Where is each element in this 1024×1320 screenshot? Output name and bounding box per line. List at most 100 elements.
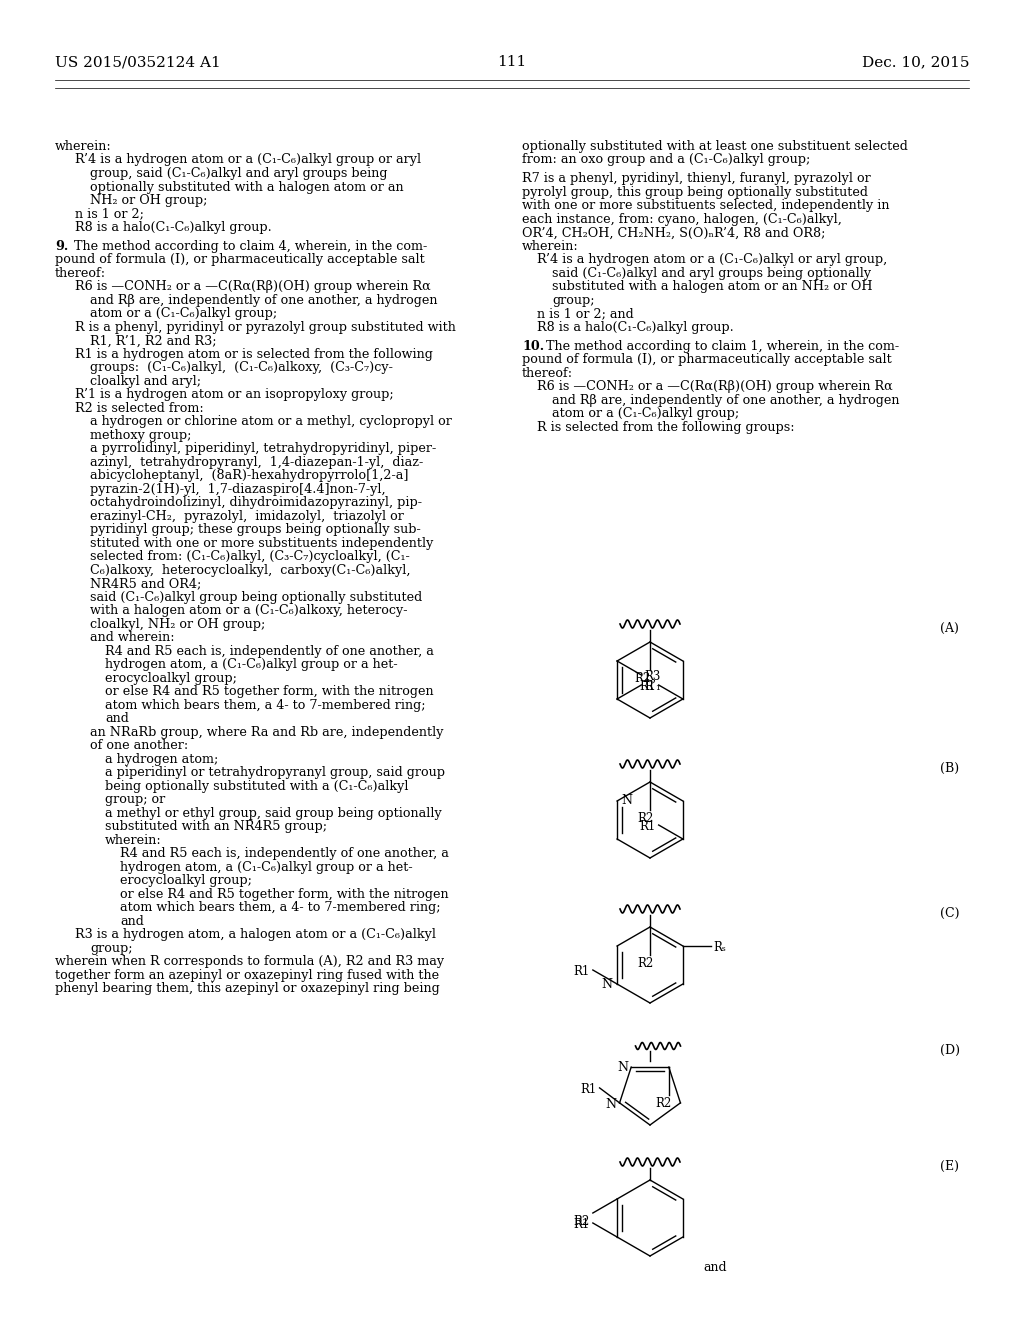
Text: R3: R3 xyxy=(644,671,660,682)
Text: atom which bears them, a 4- to 7-membered ring;: atom which bears them, a 4- to 7-membere… xyxy=(120,902,440,915)
Text: a methyl or ethyl group, said group being optionally: a methyl or ethyl group, said group bein… xyxy=(105,807,441,820)
Text: (E): (E) xyxy=(940,1160,959,1173)
Text: methoxy group;: methoxy group; xyxy=(90,429,191,442)
Text: R’4 is a hydrogen atom or a (C₁-C₆)alkyl group or aryl: R’4 is a hydrogen atom or a (C₁-C₆)alkyl… xyxy=(75,153,421,166)
Text: atom or a (C₁-C₆)alkyl group;: atom or a (C₁-C₆)alkyl group; xyxy=(90,308,278,321)
Text: (D): (D) xyxy=(940,1044,961,1057)
Text: cloalkyl and aryl;: cloalkyl and aryl; xyxy=(90,375,201,388)
Text: octahydroindolizinyl, dihydroimidazopyrazinyl, pip-: octahydroindolizinyl, dihydroimidazopyra… xyxy=(90,496,422,510)
Text: optionally substituted with a halogen atom or an: optionally substituted with a halogen at… xyxy=(90,181,403,194)
Text: groups:  (C₁-C₆)alkyl,  (C₁-C₆)alkoxy,  (C₃-C₇)cy-: groups: (C₁-C₆)alkyl, (C₁-C₆)alkoxy, (C₃… xyxy=(90,362,393,375)
Text: substituted with a halogen atom or an NH₂ or OH: substituted with a halogen atom or an NH… xyxy=(552,280,872,293)
Text: and: and xyxy=(120,915,144,928)
Text: with a halogen atom or a (C₁-C₆)alkoxy, heterocy-: with a halogen atom or a (C₁-C₆)alkoxy, … xyxy=(90,605,408,618)
Text: 111: 111 xyxy=(498,55,526,69)
Text: (A): (A) xyxy=(940,622,958,635)
Text: R’1 is a hydrogen atom or an isopropyloxy group;: R’1 is a hydrogen atom or an isopropylox… xyxy=(75,388,393,401)
Text: R6 is —CONH₂ or a —C(Rα(Rβ)(OH) group wherein Rα: R6 is —CONH₂ or a —C(Rα(Rβ)(OH) group wh… xyxy=(75,280,431,293)
Text: R2: R2 xyxy=(573,1214,590,1228)
Text: NR4R5 and OR4;: NR4R5 and OR4; xyxy=(90,577,202,590)
Text: R2 is selected from:: R2 is selected from: xyxy=(75,401,204,414)
Text: N: N xyxy=(601,978,612,990)
Text: R1 is a hydrogen atom or is selected from the following: R1 is a hydrogen atom or is selected fro… xyxy=(75,348,433,360)
Text: thereof:: thereof: xyxy=(522,367,573,380)
Text: selected from: (C₁-C₆)alkyl, (C₃-C₇)cycloalkyl, (C₁-: selected from: (C₁-C₆)alkyl, (C₃-C₇)cycl… xyxy=(90,550,410,564)
Text: US 2015/0352124 A1: US 2015/0352124 A1 xyxy=(55,55,221,69)
Text: (B): (B) xyxy=(940,762,959,775)
Text: together form an azepinyl or oxazepinyl ring fused with the: together form an azepinyl or oxazepinyl … xyxy=(55,969,439,982)
Text: R1: R1 xyxy=(639,820,655,833)
Text: and: and xyxy=(105,713,129,726)
Text: R4 and R5 each is, independently of one another, a: R4 and R5 each is, independently of one … xyxy=(120,847,449,861)
Text: phenyl bearing them, this azepinyl or oxazepinyl ring being: phenyl bearing them, this azepinyl or ox… xyxy=(55,982,439,995)
Text: R4 and R5 each is, independently of one another, a: R4 and R5 each is, independently of one … xyxy=(105,645,434,657)
Text: hydrogen atom, a (C₁-C₆)alkyl group or a het-: hydrogen atom, a (C₁-C₆)alkyl group or a… xyxy=(120,861,413,874)
Text: R1: R1 xyxy=(573,965,590,978)
Text: group;: group; xyxy=(90,942,132,954)
Text: N: N xyxy=(605,1098,616,1111)
Text: R8 is a halo(C₁-C₆)alkyl group.: R8 is a halo(C₁-C₆)alkyl group. xyxy=(75,220,271,234)
Text: R6 is —CONH₂ or a —C(Rα(Rβ)(OH) group wherein Rα: R6 is —CONH₂ or a —C(Rα(Rβ)(OH) group wh… xyxy=(537,380,893,393)
Text: azinyl,  tetrahydropyranyl,  1,4-diazepan-1-yl,  diaz-: azinyl, tetrahydropyranyl, 1,4-diazepan-… xyxy=(90,455,423,469)
Text: Dec. 10, 2015: Dec. 10, 2015 xyxy=(861,55,969,69)
Text: R1, R’1, R2 and R3;: R1, R’1, R2 and R3; xyxy=(90,334,216,347)
Text: from: an oxo group and a (C₁-C₆)alkyl group;: from: an oxo group and a (C₁-C₆)alkyl gr… xyxy=(522,153,810,166)
Text: erazinyl-CH₂,  pyrazolyl,  imidazolyl,  triazolyl or: erazinyl-CH₂, pyrazolyl, imidazolyl, tri… xyxy=(90,510,403,523)
Text: and: and xyxy=(703,1261,727,1274)
Text: R is selected from the following groups:: R is selected from the following groups: xyxy=(537,421,795,434)
Text: group, said (C₁-C₆)alkyl and aryl groups being: group, said (C₁-C₆)alkyl and aryl groups… xyxy=(90,168,387,180)
Text: group;: group; xyxy=(552,294,595,308)
Text: R2: R2 xyxy=(634,672,650,685)
Text: The method according to claim 1, wherein, in the com-: The method according to claim 1, wherein… xyxy=(542,339,899,352)
Text: and Rβ are, independently of one another, a hydrogen: and Rβ are, independently of one another… xyxy=(90,294,437,308)
Text: wherein:: wherein: xyxy=(55,140,112,153)
Text: N: N xyxy=(622,795,632,808)
Text: R8 is a halo(C₁-C₆)alkyl group.: R8 is a halo(C₁-C₆)alkyl group. xyxy=(537,321,734,334)
Text: pyridinyl group; these groups being optionally sub-: pyridinyl group; these groups being opti… xyxy=(90,524,421,536)
Text: a pyrrolidinyl, piperidinyl, tetrahydropyridinyl, piper-: a pyrrolidinyl, piperidinyl, tetrahydrop… xyxy=(90,442,436,455)
Text: erocycloalkyl group;: erocycloalkyl group; xyxy=(105,672,237,685)
Text: N: N xyxy=(617,1060,628,1073)
Text: pound of formula (I), or pharmaceutically acceptable salt: pound of formula (I), or pharmaceuticall… xyxy=(522,354,892,366)
Text: NH₂ or OH group;: NH₂ or OH group; xyxy=(90,194,208,207)
Text: said (C₁-C₆)alkyl group being optionally substituted: said (C₁-C₆)alkyl group being optionally… xyxy=(90,591,422,605)
Text: R is a phenyl, pyridinyl or pyrazolyl group substituted with: R is a phenyl, pyridinyl or pyrazolyl gr… xyxy=(75,321,456,334)
Text: n is 1 or 2; and: n is 1 or 2; and xyxy=(537,308,634,321)
Text: R2: R2 xyxy=(655,1097,672,1110)
Text: each instance, from: cyano, halogen, (C₁-C₆)alkyl,: each instance, from: cyano, halogen, (C₁… xyxy=(522,213,842,226)
Text: with one or more substituents selected, independently in: with one or more substituents selected, … xyxy=(522,199,890,213)
Text: hydrogen atom, a (C₁-C₆)alkyl group or a het-: hydrogen atom, a (C₁-C₆)alkyl group or a… xyxy=(105,659,397,672)
Text: R1: R1 xyxy=(581,1082,597,1096)
Text: wherein:: wherein: xyxy=(105,834,162,847)
Text: wherein when R corresponds to formula (A), R2 and R3 may: wherein when R corresponds to formula (A… xyxy=(55,956,444,969)
Text: substituted with an NR4R5 group;: substituted with an NR4R5 group; xyxy=(105,821,327,833)
Text: R’4 is a hydrogen atom or a (C₁-C₆)alkyl or aryl group,: R’4 is a hydrogen atom or a (C₁-C₆)alkyl… xyxy=(537,253,887,267)
Text: a hydrogen atom;: a hydrogen atom; xyxy=(105,752,218,766)
Text: OR’4, CH₂OH, CH₂NH₂, S(O)ₙR’4, R8 and OR8;: OR’4, CH₂OH, CH₂NH₂, S(O)ₙR’4, R8 and OR… xyxy=(522,227,825,239)
Text: pyrazin-2(1H)-yl,  1,7-diazaspiro[4.4]non-7-yl,: pyrazin-2(1H)-yl, 1,7-diazaspiro[4.4]non… xyxy=(90,483,386,496)
Text: pyrolyl group, this group being optionally substituted: pyrolyl group, this group being optional… xyxy=(522,186,868,199)
Text: R1: R1 xyxy=(573,1218,590,1232)
Text: The method according to claim 4, wherein, in the com-: The method according to claim 4, wherein… xyxy=(70,240,427,253)
Text: pound of formula (I), or pharmaceutically acceptable salt: pound of formula (I), or pharmaceuticall… xyxy=(55,253,425,267)
Text: cloalkyl, NH₂ or OH group;: cloalkyl, NH₂ or OH group; xyxy=(90,618,265,631)
Text: said (C₁-C₆)alkyl and aryl groups being optionally: said (C₁-C₆)alkyl and aryl groups being … xyxy=(552,267,871,280)
Text: and Rβ are, independently of one another, a hydrogen: and Rβ are, independently of one another… xyxy=(552,393,899,407)
Text: atom or a (C₁-C₆)alkyl group;: atom or a (C₁-C₆)alkyl group; xyxy=(552,408,739,420)
Text: and wherein:: and wherein: xyxy=(90,631,175,644)
Text: R3 is a hydrogen atom, a halogen atom or a (C₁-C₆)alkyl: R3 is a hydrogen atom, a halogen atom or… xyxy=(75,928,436,941)
Text: n is 1 or 2;: n is 1 or 2; xyxy=(75,207,144,220)
Text: Rₛ: Rₛ xyxy=(713,941,726,954)
Text: an NRaRb group, where Ra and Rb are, independently: an NRaRb group, where Ra and Rb are, ind… xyxy=(90,726,443,739)
Text: erocycloalkyl group;: erocycloalkyl group; xyxy=(120,874,252,887)
Text: thereof:: thereof: xyxy=(55,267,106,280)
Text: a piperidinyl or tetrahydropyranyl group, said group: a piperidinyl or tetrahydropyranyl group… xyxy=(105,767,445,779)
Text: abicycloheptanyl,  (8aR)-hexahydropyrrolo[1,2-a]: abicycloheptanyl, (8aR)-hexahydropyrrolo… xyxy=(90,470,409,482)
Text: atom which bears them, a 4- to 7-membered ring;: atom which bears them, a 4- to 7-membere… xyxy=(105,698,426,711)
Text: R1: R1 xyxy=(639,680,655,693)
Text: 10.: 10. xyxy=(522,339,544,352)
Text: or else R4 and R5 together form, with the nitrogen: or else R4 and R5 together form, with th… xyxy=(120,888,449,900)
Text: of one another:: of one another: xyxy=(90,739,188,752)
Text: R7 is a phenyl, pyridinyl, thienyl, furanyl, pyrazolyl or: R7 is a phenyl, pyridinyl, thienyl, fura… xyxy=(522,173,870,185)
Text: C₆)alkoxy,  heterocycloalkyl,  carboxy(C₁-C₆)alkyl,: C₆)alkoxy, heterocycloalkyl, carboxy(C₁-… xyxy=(90,564,411,577)
